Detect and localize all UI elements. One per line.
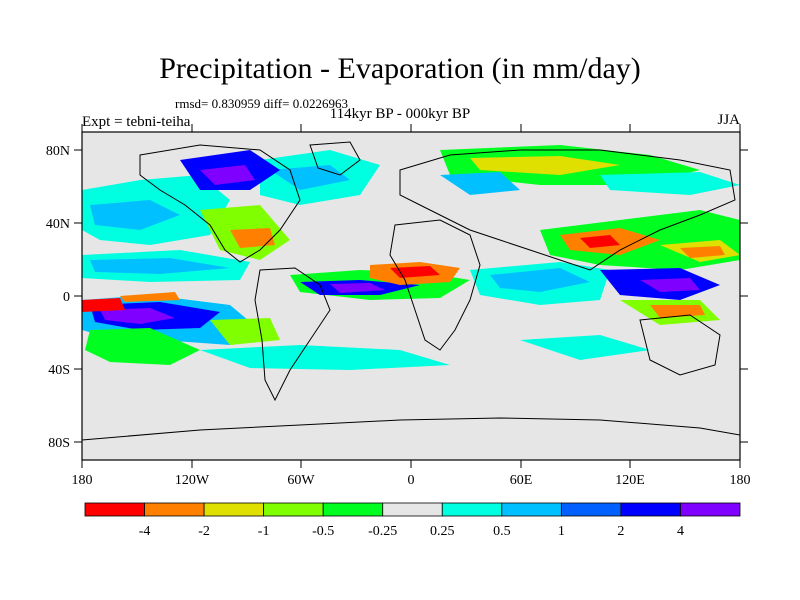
- lon-axis: 180 120W 60W 0 60E 120E 180: [72, 124, 751, 488]
- lat-label-0: 0: [63, 290, 70, 305]
- experiment-label: Expt = tebni-teiha: [82, 114, 191, 130]
- colorbar-swatch: [203, 502, 265, 517]
- colorbar-swatch: [501, 502, 562, 517]
- colorbar-label: -0.5: [312, 524, 334, 539]
- colorbar-swatch: [322, 502, 384, 517]
- colorbar-label: 2: [617, 524, 624, 539]
- lon-label-0: 0: [408, 473, 415, 488]
- lon-label-120e: 120E: [615, 473, 645, 488]
- lat-label-80n: 80N: [46, 144, 70, 159]
- lat-label-40s: 40S: [48, 363, 70, 378]
- lat-axis: 80N 40N 0 40S 80S: [46, 144, 748, 451]
- colorbar-label: -1: [258, 524, 270, 539]
- colorbar-swatch: [620, 502, 681, 517]
- lon-label-180w: 180: [72, 473, 93, 488]
- colorbar-label: 1: [558, 524, 565, 539]
- colorbar-swatch: [382, 502, 443, 517]
- pe-field: [82, 145, 740, 370]
- colorbar-swatch: [263, 502, 324, 517]
- map-title: Precipitation - Evaporation (in mm/day): [159, 52, 641, 85]
- lon-label-180e: 180: [730, 473, 751, 488]
- lon-label-60e: 60E: [510, 473, 533, 488]
- lon-label-60w: 60W: [287, 473, 315, 488]
- colorbar-label: -4: [139, 524, 151, 539]
- colorbar-label: 0.5: [493, 524, 511, 539]
- colorbar-label: -0.25: [368, 524, 397, 539]
- colorbar-label: -2: [198, 524, 210, 539]
- subtitle: 114kyr BP - 000kyr BP: [329, 106, 471, 122]
- colorbar-swatch: [84, 502, 145, 517]
- colorbar-swatch: [560, 502, 622, 517]
- colorbar: [84, 502, 741, 517]
- colorbar-swatch: [144, 502, 205, 517]
- colorbar-label: 0.25: [430, 524, 455, 539]
- colorbar-labels: -4 -2 -1 -0.5 -0.25 0.25 0.5 1 2 4: [139, 524, 684, 539]
- colorbar-swatch: [441, 502, 503, 517]
- stats-label: rmsd= 0.830959 diff= 0.0226963: [175, 96, 348, 111]
- colorbar-swatch: [680, 502, 741, 517]
- lon-label-120w: 120W: [175, 473, 210, 488]
- season-label: JJA: [717, 112, 740, 128]
- coastlines: [82, 141, 740, 441]
- lat-label-80s: 80S: [48, 436, 70, 451]
- colorbar-label: 4: [677, 524, 684, 539]
- lat-label-40n: 40N: [46, 217, 70, 232]
